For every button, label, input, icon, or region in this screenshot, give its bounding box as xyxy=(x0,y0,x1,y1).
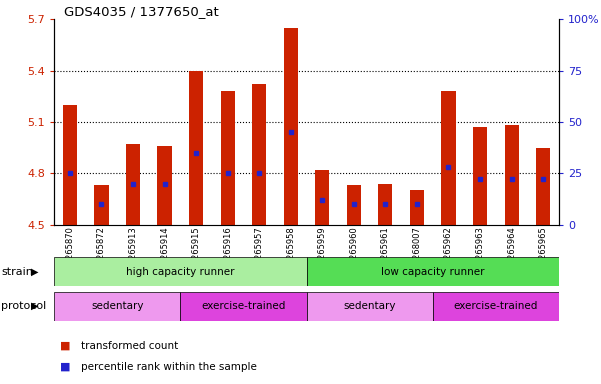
Bar xyxy=(504,125,519,225)
Bar xyxy=(433,292,559,321)
Text: GDS4035 / 1377650_at: GDS4035 / 1377650_at xyxy=(64,5,219,18)
Bar xyxy=(252,84,266,225)
Text: high capacity runner: high capacity runner xyxy=(126,266,234,277)
Bar xyxy=(284,28,298,225)
Text: strain: strain xyxy=(1,266,33,277)
Bar xyxy=(54,257,307,286)
Text: ■: ■ xyxy=(60,362,70,372)
Text: sedentary: sedentary xyxy=(343,301,396,311)
Text: ▶: ▶ xyxy=(31,266,38,277)
Bar xyxy=(180,292,307,321)
Bar xyxy=(410,190,424,225)
Text: protocol: protocol xyxy=(1,301,46,311)
Text: transformed count: transformed count xyxy=(81,341,178,351)
Text: ▶: ▶ xyxy=(31,301,38,311)
Bar xyxy=(189,71,203,225)
Bar xyxy=(347,185,361,225)
Bar xyxy=(157,146,172,225)
Text: exercise-trained: exercise-trained xyxy=(454,301,538,311)
Bar xyxy=(94,185,109,225)
Text: low capacity runner: low capacity runner xyxy=(381,266,484,277)
Bar xyxy=(63,105,77,225)
Bar xyxy=(126,144,140,225)
Bar xyxy=(307,257,559,286)
Bar xyxy=(221,91,235,225)
Text: ■: ■ xyxy=(60,341,70,351)
Bar xyxy=(536,147,551,225)
Text: exercise-trained: exercise-trained xyxy=(201,301,285,311)
Bar xyxy=(54,292,180,321)
Bar xyxy=(315,170,329,225)
Bar xyxy=(441,91,456,225)
Bar xyxy=(378,184,392,225)
Text: percentile rank within the sample: percentile rank within the sample xyxy=(81,362,257,372)
Text: sedentary: sedentary xyxy=(91,301,144,311)
Bar xyxy=(307,292,433,321)
Bar xyxy=(473,127,487,225)
